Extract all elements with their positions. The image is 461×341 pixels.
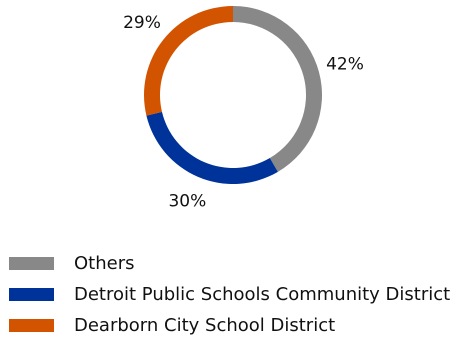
legend-item-others: Others: [9, 248, 450, 279]
donut-slice-dearborn: [144, 6, 233, 116]
legend-label-dearborn: Dearborn City School District: [74, 315, 336, 336]
data-label-others: 42%: [326, 55, 364, 75]
donut-slice-others: [233, 6, 323, 172]
data-label-dearborn: 29%: [123, 13, 161, 33]
donut-chart: 42% 30% 29%: [123, 6, 364, 212]
legend-item-detroit: Detroit Public Schools Community Distric…: [9, 279, 450, 310]
legend-swatch-detroit: [9, 288, 54, 301]
legend-swatch-others: [9, 257, 54, 270]
legend: Others Detroit Public Schools Community …: [9, 248, 450, 341]
legend-label-others: Others: [74, 253, 135, 274]
legend-item-dearborn: Dearborn City School District: [9, 310, 450, 341]
legend-swatch-dearborn: [9, 319, 54, 332]
data-label-detroit: 30%: [168, 192, 206, 212]
legend-label-detroit: Detroit Public Schools Community Distric…: [74, 284, 451, 305]
donut-slice-detroit: [146, 111, 278, 184]
